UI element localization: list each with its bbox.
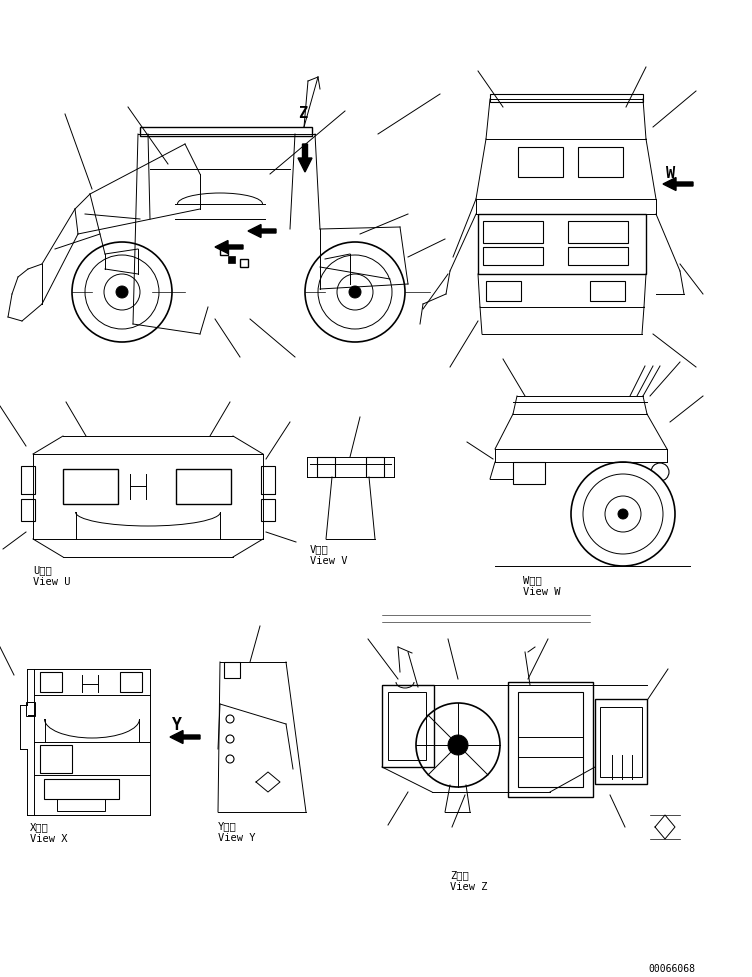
Bar bbox=[388, 693, 426, 760]
Circle shape bbox=[305, 242, 405, 343]
Circle shape bbox=[226, 736, 234, 743]
Bar bbox=[317, 457, 335, 478]
Bar bbox=[568, 248, 628, 266]
Bar bbox=[57, 799, 105, 811]
Bar bbox=[518, 693, 583, 787]
Bar bbox=[478, 215, 646, 275]
Bar bbox=[518, 148, 563, 178]
Text: View U: View U bbox=[33, 576, 71, 586]
Circle shape bbox=[416, 703, 500, 787]
Text: View X: View X bbox=[30, 833, 68, 843]
Circle shape bbox=[226, 715, 234, 723]
FancyArrow shape bbox=[248, 226, 276, 238]
Bar bbox=[40, 745, 72, 773]
Bar bbox=[224, 662, 240, 678]
Bar bbox=[176, 470, 231, 504]
Bar bbox=[366, 457, 384, 478]
Text: W: W bbox=[666, 166, 675, 181]
Circle shape bbox=[571, 462, 675, 567]
Bar bbox=[486, 281, 521, 302]
Bar bbox=[120, 672, 142, 693]
Bar bbox=[568, 222, 628, 243]
Text: View Z: View Z bbox=[450, 881, 487, 891]
Bar bbox=[595, 700, 647, 785]
Circle shape bbox=[605, 496, 641, 532]
Circle shape bbox=[337, 275, 373, 311]
Circle shape bbox=[618, 509, 628, 520]
Bar bbox=[26, 702, 35, 716]
Text: View W: View W bbox=[523, 586, 560, 596]
Text: V　視: V 視 bbox=[310, 543, 329, 553]
Bar bbox=[261, 467, 275, 494]
Circle shape bbox=[116, 286, 128, 299]
Circle shape bbox=[85, 256, 159, 329]
Text: Z　視: Z 視 bbox=[450, 870, 468, 879]
Bar bbox=[590, 281, 625, 302]
Bar bbox=[508, 682, 593, 797]
Bar bbox=[140, 128, 312, 137]
Bar bbox=[513, 462, 545, 485]
Text: Z: Z bbox=[298, 106, 307, 121]
Circle shape bbox=[104, 275, 140, 311]
FancyArrow shape bbox=[170, 731, 200, 743]
FancyArrow shape bbox=[215, 241, 243, 254]
Bar bbox=[261, 499, 275, 522]
Text: Y　視: Y 視 bbox=[218, 820, 237, 830]
Bar bbox=[600, 707, 642, 778]
FancyArrow shape bbox=[663, 179, 693, 191]
Bar bbox=[63, 470, 118, 504]
Bar bbox=[228, 257, 235, 264]
Text: View Y: View Y bbox=[218, 832, 256, 842]
Circle shape bbox=[318, 256, 392, 329]
Bar bbox=[220, 248, 228, 256]
Text: W　視: W 視 bbox=[523, 574, 541, 584]
Bar bbox=[44, 780, 119, 799]
Bar bbox=[21, 499, 35, 522]
Circle shape bbox=[349, 286, 361, 299]
Circle shape bbox=[448, 736, 468, 755]
Text: U　視: U 視 bbox=[33, 565, 52, 574]
Text: 00066068: 00066068 bbox=[648, 963, 695, 973]
FancyArrow shape bbox=[298, 145, 312, 173]
Circle shape bbox=[226, 755, 234, 763]
Bar bbox=[240, 260, 248, 268]
Circle shape bbox=[583, 475, 663, 554]
Bar bbox=[40, 672, 62, 693]
Bar bbox=[483, 222, 543, 243]
Bar bbox=[382, 685, 434, 767]
Bar bbox=[483, 248, 543, 266]
Text: X　視: X 視 bbox=[30, 821, 49, 831]
Bar bbox=[578, 148, 623, 178]
Text: Y: Y bbox=[172, 715, 182, 734]
Circle shape bbox=[72, 242, 172, 343]
Bar bbox=[21, 467, 35, 494]
Circle shape bbox=[651, 463, 669, 482]
Text: View V: View V bbox=[310, 556, 347, 566]
Bar bbox=[490, 95, 643, 103]
